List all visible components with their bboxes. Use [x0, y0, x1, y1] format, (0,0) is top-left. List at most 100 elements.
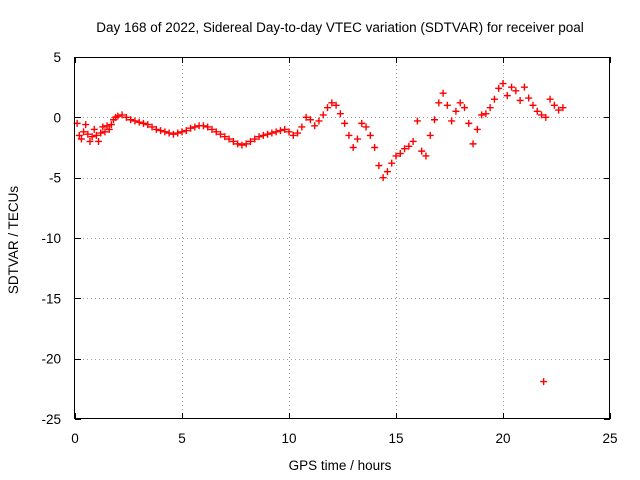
data-point [86, 137, 94, 145]
data-point [105, 125, 113, 133]
data-point [165, 129, 173, 137]
data-point [187, 124, 195, 132]
data-point [251, 135, 259, 143]
data-point [276, 127, 284, 135]
data-point [336, 110, 344, 118]
data-point [443, 101, 451, 109]
data-point [135, 118, 143, 126]
x-tick-label: 15 [388, 431, 403, 446]
y-axis-label: SDTVAR / TECUs [6, 186, 21, 295]
data-point [379, 174, 387, 182]
data-point [349, 144, 357, 151]
data-point [259, 131, 267, 139]
data-point [533, 107, 541, 115]
y-tick-label: 5 [53, 50, 61, 65]
data-point [268, 129, 276, 137]
data-point [298, 123, 306, 131]
data-point [401, 145, 409, 153]
data-point [107, 121, 115, 129]
data-point [319, 111, 327, 119]
data-point [538, 111, 546, 119]
data-point [122, 113, 130, 121]
data-point [422, 152, 430, 160]
data-point [516, 96, 524, 104]
data-points [73, 80, 567, 386]
data-point [152, 125, 160, 133]
data-point [555, 106, 563, 114]
data-point [255, 133, 263, 141]
data-point [520, 83, 528, 91]
data-point [169, 130, 177, 138]
x-axis-label: GPS time / hours [289, 458, 392, 473]
data-point [246, 137, 254, 145]
data-point [366, 131, 374, 139]
data-point [294, 129, 302, 137]
data-point [341, 119, 349, 127]
data-point [144, 121, 152, 129]
data-point [371, 144, 379, 151]
data-point [486, 104, 494, 112]
x-tick-label: 20 [495, 431, 510, 446]
data-point [358, 119, 366, 127]
data-point [281, 125, 289, 133]
data-point [88, 133, 96, 141]
data-point [139, 119, 147, 127]
data-point [208, 125, 216, 133]
data-point [345, 131, 353, 139]
data-point [311, 122, 319, 130]
data-point [99, 123, 107, 131]
data-point [388, 159, 396, 167]
plot-frame [74, 57, 610, 419]
data-point [546, 95, 554, 103]
data-point [77, 135, 85, 143]
data-point [302, 113, 310, 121]
data-point [512, 87, 520, 95]
data-point [542, 113, 550, 121]
data-point [550, 101, 558, 109]
data-point [217, 130, 225, 138]
data-point [212, 128, 220, 136]
data-point [225, 135, 233, 143]
data-point [182, 127, 190, 135]
data-point [495, 84, 503, 92]
data-point [448, 117, 456, 125]
y-tick-label: -10 [41, 231, 61, 246]
data-point [199, 122, 207, 130]
x-tick-label: 10 [281, 431, 296, 446]
data-point [469, 140, 477, 148]
y-tick-labels: 5 0 -5 -10 -15 -20 -25 [41, 50, 61, 427]
data-point [465, 119, 473, 127]
data-point [174, 129, 182, 137]
data-point [418, 147, 426, 155]
data-point [191, 123, 199, 131]
data-point [75, 131, 83, 139]
y-tick-label: -25 [41, 412, 61, 427]
y-tick-label: -5 [49, 171, 61, 186]
x-tick-label: 5 [178, 431, 186, 446]
data-point [204, 123, 212, 131]
data-point [148, 123, 156, 131]
data-point [409, 137, 417, 145]
data-point [289, 131, 297, 139]
x-tick-label: 25 [602, 431, 617, 446]
data-point [178, 128, 186, 136]
data-point [242, 140, 250, 148]
data-point [82, 121, 90, 129]
data-point [456, 99, 464, 107]
x-tick-label: 0 [71, 431, 79, 446]
data-point [328, 99, 336, 107]
data-point [114, 112, 122, 120]
data-point [127, 116, 135, 124]
data-point [460, 104, 468, 112]
data-point [503, 92, 511, 100]
chart-title: Day 168 of 2022, Sidereal Day-to-day VTE… [96, 20, 583, 35]
data-point [332, 101, 340, 109]
data-point [426, 131, 434, 139]
data-point [405, 142, 413, 150]
y-tick-label: -15 [41, 291, 61, 306]
data-point [525, 94, 533, 102]
data-point [306, 116, 314, 124]
data-point [92, 131, 100, 139]
y-tick-label: -20 [41, 352, 61, 367]
data-point [478, 111, 486, 119]
